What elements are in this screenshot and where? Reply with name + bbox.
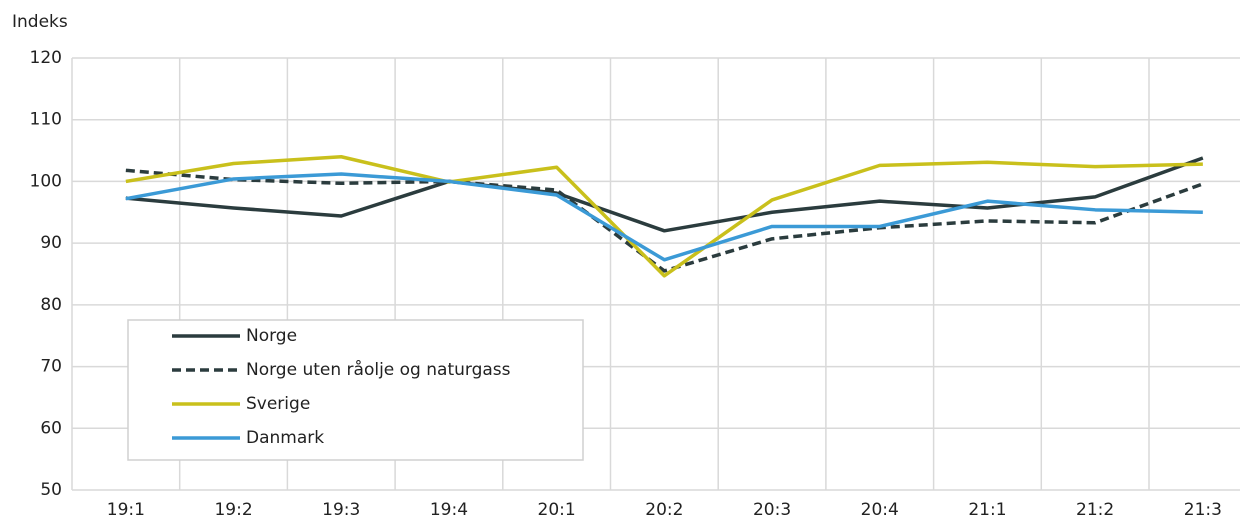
y-tick-label: 50 [40, 480, 62, 500]
x-tick-label: 19:4 [430, 500, 468, 520]
series-line [125, 154, 1203, 278]
x-tick-label: 20:2 [645, 500, 683, 520]
y-tick-label: 60 [40, 418, 62, 438]
y-axis-label: Indeks [12, 12, 68, 32]
y-tick-label: 120 [30, 48, 62, 68]
legend-label: Norge [246, 326, 297, 346]
y-tick-label: 110 [30, 110, 62, 130]
legend-label: Norge uten råolje og naturgass [246, 359, 511, 380]
x-tick-label: 21:3 [1184, 500, 1222, 520]
legend-label: Sverige [246, 394, 310, 414]
legend-label: Danmark [246, 428, 324, 448]
x-tick-label: 20:3 [753, 500, 791, 520]
x-tick-label: 19:1 [107, 500, 145, 520]
x-tick-label: 19:2 [214, 500, 252, 520]
y-tick-label: 80 [40, 295, 62, 315]
x-tick-label: 20:4 [861, 500, 899, 520]
y-tick-label: 70 [40, 357, 62, 377]
x-tick-label: 21:2 [1076, 500, 1114, 520]
x-tick-label: 19:3 [322, 500, 360, 520]
y-tick-label: 90 [40, 233, 62, 253]
y-tick-label: 100 [30, 171, 62, 191]
x-tick-label: 20:1 [538, 500, 576, 520]
series-line [125, 168, 1204, 273]
series-line [125, 172, 1203, 262]
x-tick-label: 21:1 [968, 500, 1006, 520]
